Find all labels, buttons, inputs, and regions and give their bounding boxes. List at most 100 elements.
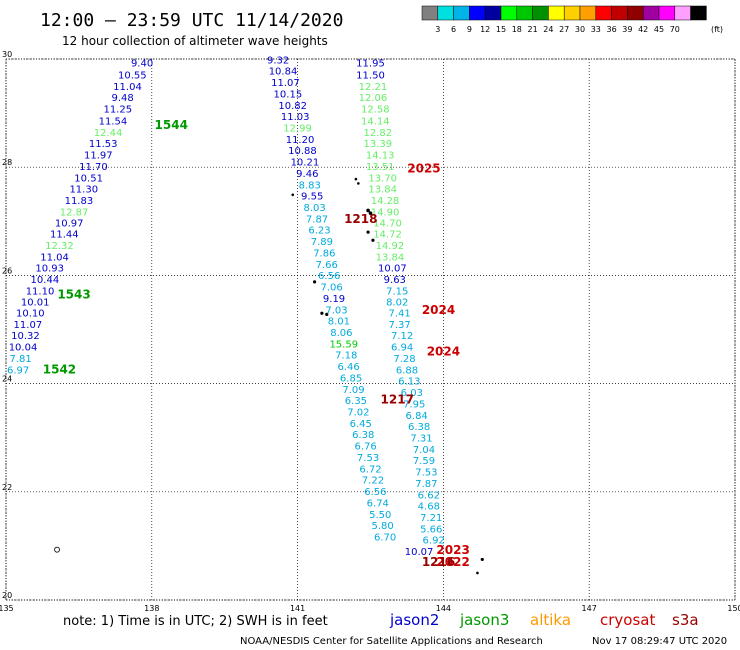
wave-height-label: 14.28 <box>371 196 400 207</box>
wave-height-label: 7.37 <box>389 320 411 331</box>
chart-title: 12:00 – 23:59 UTC 11/14/2020 <box>40 10 343 31</box>
plot-grid <box>5 58 736 601</box>
legend-swatch <box>453 5 470 21</box>
wave-height-label: 8.03 <box>303 203 325 214</box>
track-dot <box>354 177 358 181</box>
wave-height-label: 7.03 <box>325 305 347 316</box>
mission-label: jason2 <box>389 611 439 629</box>
wave-height-label: 14.70 <box>373 219 402 230</box>
wave-height-label: 8.01 <box>328 317 350 328</box>
wave-height-label: 11.50 <box>356 70 385 81</box>
legend-unit-label: (ft) <box>711 25 723 34</box>
wave-height-label: 13.70 <box>368 173 397 184</box>
wave-height-label: 11.54 <box>99 116 128 127</box>
wave-height-label: 7.41 <box>389 309 411 320</box>
wave-height-label: 7.02 <box>347 408 369 419</box>
legend-tick-label: 9 <box>467 25 472 34</box>
wave-height-label: 6.74 <box>367 498 389 509</box>
legend-tick-label: 30 <box>575 25 585 34</box>
legend-swatch <box>437 5 454 21</box>
color-legend: 3 6 9 12 15 18 21 24 27 30 33 36 39 42 45 70 <box>421 5 707 34</box>
wave-height-label: 7.31 <box>410 433 432 444</box>
mission-label: s3a <box>672 611 699 629</box>
legend-swatch <box>484 5 502 21</box>
x-tick-label: 150 <box>727 604 740 613</box>
wave-height-label: 12.06 <box>359 93 388 104</box>
legend-swatch <box>469 5 486 21</box>
wave-height-label: 6.84 <box>406 411 428 422</box>
wave-height-label: 6.56 <box>364 487 386 498</box>
track-dot <box>368 211 373 215</box>
track-dot <box>357 182 360 185</box>
legend-swatch <box>690 5 707 21</box>
wave-height-label: 6.23 <box>308 226 330 237</box>
wave-height-label: 7.22 <box>362 476 384 487</box>
wave-height-label: 10.04 <box>9 343 38 354</box>
wave-height-label: 10.07 <box>405 547 434 558</box>
wave-height-label: 6.92 <box>423 536 445 547</box>
wave-height-label: 11.70 <box>79 162 108 173</box>
wave-height-label: 13.84 <box>368 185 397 196</box>
wave-height-label: 4.68 <box>418 502 440 513</box>
chart-subtitle: 12 hour collection of altimeter wave hei… <box>62 34 328 48</box>
wave-height-label: 10.44 <box>31 275 60 286</box>
wave-height-label: 6.62 <box>418 490 440 501</box>
x-tick-label: 135 <box>0 604 14 613</box>
wave-height-label: 6.72 <box>359 464 381 475</box>
legend-swatch <box>532 5 549 21</box>
legend-tick-label: 39 <box>622 25 632 34</box>
pass-time-label: 2022 <box>436 555 469 569</box>
wave-height-label: 9.63 <box>384 275 406 286</box>
legend-swatch <box>563 5 581 21</box>
y-tick-label: 22 <box>2 483 12 492</box>
wave-height-label: 9.40 <box>131 59 153 70</box>
wave-height-label: 5.66 <box>420 524 442 535</box>
legend-tick-label: 12 <box>480 25 490 34</box>
wave-height-label: 11.44 <box>50 230 79 241</box>
wave-height-label: 12.44 <box>94 128 123 139</box>
legend-swatch <box>658 5 676 21</box>
wave-height-label: 6.97 <box>7 365 29 376</box>
footer-generated: Nov 17 08:29:47 UTC 2020 <box>592 636 727 647</box>
legend-tick-label: 42 <box>638 25 648 34</box>
legend-tick-label: 70 <box>670 25 680 34</box>
wave-height-label: 8.83 <box>299 180 321 191</box>
wave-height-label: 7.15 <box>386 286 408 297</box>
wave-height-label: 8.02 <box>386 298 408 309</box>
wave-height-label: 13.51 <box>366 162 395 173</box>
pass-time-label: 2024 <box>427 344 460 358</box>
wave-height-label: 12.21 <box>359 82 388 93</box>
wave-height-label: 10.32 <box>11 331 40 342</box>
wave-height-label: 11.04 <box>40 252 69 263</box>
wave-height-label: 6.13 <box>398 377 420 388</box>
pass-time-label: 1542 <box>43 362 76 376</box>
wave-height-label: 9.48 <box>112 93 134 104</box>
wave-height-label: 6.38 <box>352 430 374 441</box>
wave-height-label: 10.51 <box>74 173 103 184</box>
legend-tick-label: 33 <box>591 25 601 34</box>
wave-height-label: 12.87 <box>60 207 89 218</box>
legend-tick-label: 27 <box>559 25 569 34</box>
wave-height-label: 12.99 <box>283 123 312 134</box>
legend-swatch <box>579 5 597 21</box>
wave-height-label: 7.18 <box>335 351 357 362</box>
legend-swatch <box>516 5 533 21</box>
wave-height-label: 7.89 <box>311 237 333 248</box>
wave-height-label: 7.53 <box>415 468 437 479</box>
wave-height-label: 11.53 <box>89 139 118 150</box>
mission-label: jason3 <box>459 611 509 629</box>
pass-time-label: 2023 <box>436 543 469 557</box>
legend-tick-label: 15 <box>496 25 506 34</box>
y-tick-label: 26 <box>2 266 12 275</box>
track-dot <box>325 312 329 316</box>
wave-height-label: 12.58 <box>361 105 390 116</box>
track-dot <box>313 280 317 284</box>
wave-height-label: 14.92 <box>376 241 405 252</box>
wave-height-label: 7.87 <box>306 214 328 225</box>
track-dot <box>371 238 375 242</box>
wave-height-label: 10.93 <box>35 264 64 275</box>
wave-height-label: 11.83 <box>65 196 94 207</box>
wave-height-label: 7.06 <box>320 283 342 294</box>
y-tick-label: 30 <box>2 50 12 59</box>
wave-height-label: 14.13 <box>366 151 395 162</box>
